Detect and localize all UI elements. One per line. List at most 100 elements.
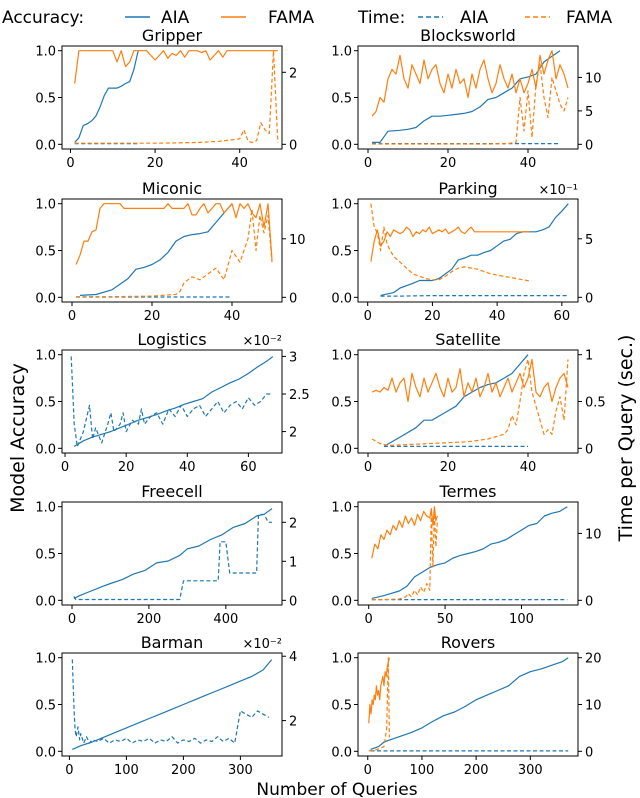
panel-barman: Barman ×10⁻² 0 100 200 300 0.0 0.5 1.0 2 4 xyxy=(35,633,297,778)
panel-rovers: Rovers 0 100 200 300 0.0 0.5 1.0 0 10 20 xyxy=(331,633,601,778)
y-tick-label: 0.0 xyxy=(331,291,352,306)
y-tick-label: 1.0 xyxy=(35,349,56,364)
x-tick-label: 0 xyxy=(364,309,372,324)
y2-tick-label: 0.5 xyxy=(585,396,606,411)
series-accuracy-aia xyxy=(72,659,273,750)
y-tick-label: 0.5 xyxy=(35,245,56,260)
y-tick-label: 0.5 xyxy=(35,92,56,107)
y-tick-label: 0.0 xyxy=(35,745,56,760)
x-tick-label: 20 xyxy=(424,309,441,324)
y2-tick-label: 0 xyxy=(585,745,593,760)
y-tick-label: 0.0 xyxy=(35,442,56,457)
y2-tick-label: 1 xyxy=(289,555,297,570)
panel-logistics: Logistics ×10⁻² 0 20 40 60 0.0 0.5 1.0 2 2.5 3 xyxy=(35,330,309,475)
x-tick-label: 40 xyxy=(520,156,537,171)
series-accuracy-aia xyxy=(370,657,569,750)
y-tick-label: 1.0 xyxy=(331,198,352,213)
x-tick-label: 40 xyxy=(520,460,537,475)
x-tick-label: 40 xyxy=(489,309,506,324)
legend-label-accuracy-aia: AIA xyxy=(161,8,190,28)
x-tick-label: 200 xyxy=(171,763,196,778)
series-time-fama xyxy=(370,203,530,282)
x-tick-label: 0 xyxy=(68,612,76,627)
series-accuracy-aia xyxy=(73,356,274,447)
panel-title: Gripper xyxy=(142,26,203,45)
series-time-aia xyxy=(71,659,270,744)
y2-tick-label: 10 xyxy=(289,233,306,248)
series-time-aia xyxy=(73,513,272,601)
x-tick-label: 0 xyxy=(68,309,76,324)
panel-gripper: Gripper 0 20 40 0.0 0.5 1.0 0 2 xyxy=(35,26,297,171)
panel-title: Termes xyxy=(439,482,497,501)
y-tick-label: 1.0 xyxy=(331,45,352,60)
panel-title: Rovers xyxy=(441,633,495,652)
x-tick-label: 300 xyxy=(228,763,253,778)
legend-accuracy-label: Accuracy: xyxy=(2,8,84,28)
y-tick-label: 0.0 xyxy=(331,594,352,609)
y2-tick-label: 0 xyxy=(585,291,593,306)
x-tick-label: 40 xyxy=(224,309,241,324)
y2-tick-label: 10 xyxy=(585,71,602,86)
y2-tick-label: 10 xyxy=(585,699,602,714)
legend-time-label: Time: xyxy=(357,8,405,28)
y2-tick-label: 1 xyxy=(585,349,593,364)
series-accuracy-aia xyxy=(383,354,529,447)
y-tick-label: 0.0 xyxy=(35,291,56,306)
x-tick-label: 50 xyxy=(437,612,454,627)
series-time-fama xyxy=(371,512,438,601)
series-accuracy-fama xyxy=(74,50,278,84)
y2-tick-label: 0 xyxy=(585,138,593,153)
x-tick-label: 200 xyxy=(137,612,162,627)
series-time-fama xyxy=(76,208,273,298)
plot-frame xyxy=(61,198,283,303)
series-accuracy-aia xyxy=(73,508,273,599)
y-tick-label: 1.0 xyxy=(35,45,56,60)
panel-termes: Termes 0 50 100 0.0 0.5 1.0 0 10 xyxy=(331,482,601,627)
y2-tick-label: 20 xyxy=(585,652,602,667)
x-tick-label: 0 xyxy=(364,460,372,475)
x-tick-label: 40 xyxy=(231,156,248,171)
y-tick-label: 1.0 xyxy=(331,652,352,667)
x-tick-label: 200 xyxy=(464,763,489,778)
plot-frame xyxy=(357,198,579,303)
x-tick-label: 300 xyxy=(518,763,543,778)
x-tick-label: 20 xyxy=(440,460,457,475)
y-axis-label-right: Time per Query (sec.) xyxy=(615,335,637,543)
y-tick-label: 1.0 xyxy=(331,349,352,364)
y2-tick-label: 0 xyxy=(585,442,593,457)
x-axis-label: Number of Queries xyxy=(256,780,417,798)
plot-frame xyxy=(61,349,283,454)
plot-frame xyxy=(61,45,283,150)
legend: Accuracy: AIA FAMA Time: AIA FAMA xyxy=(2,8,613,28)
panel-satellite: Satellite 0 20 40 0.0 0.5 1.0 0 0.5 1 xyxy=(331,330,605,475)
series-accuracy-fama xyxy=(371,50,569,117)
y-tick-label: 0.5 xyxy=(331,92,352,107)
y-tick-label: 0.0 xyxy=(331,442,352,457)
series-accuracy-aia xyxy=(371,506,568,599)
y2-tick-label: 2 xyxy=(289,516,297,531)
x-tick-label: 20 xyxy=(144,309,161,324)
series-accuracy-aia xyxy=(79,203,233,296)
y2-tick-label: 3 xyxy=(289,350,297,365)
panel-parking: Parking ×10⁻¹ 0 20 40 60 0.0 0.5 1.0 0 5 xyxy=(331,179,593,324)
x-tick-label: 20 xyxy=(147,156,164,171)
series-accuracy-aia xyxy=(74,50,139,143)
panel-title: Logistics xyxy=(137,330,206,349)
y-tick-label: 0.0 xyxy=(35,138,56,153)
panel-title: Barman xyxy=(141,633,204,652)
y-tick-label: 1.0 xyxy=(35,652,56,667)
series-time-aia xyxy=(70,356,273,448)
y2-multiplier: ×10⁻² xyxy=(242,334,282,349)
x-tick-label: 100 xyxy=(509,612,534,627)
panel-title: Freecell xyxy=(141,482,202,501)
series-time-fama xyxy=(368,657,390,752)
series-time-fama xyxy=(371,358,569,447)
series-accuracy-aia xyxy=(380,203,569,296)
y2-tick-label: 2 xyxy=(289,66,297,81)
panel-title: Blocksworld xyxy=(420,26,516,45)
plot-frame xyxy=(357,349,579,454)
y-tick-label: 1.0 xyxy=(35,198,56,213)
y-tick-label: 0.5 xyxy=(35,396,56,411)
x-tick-label: 0 xyxy=(364,763,372,778)
